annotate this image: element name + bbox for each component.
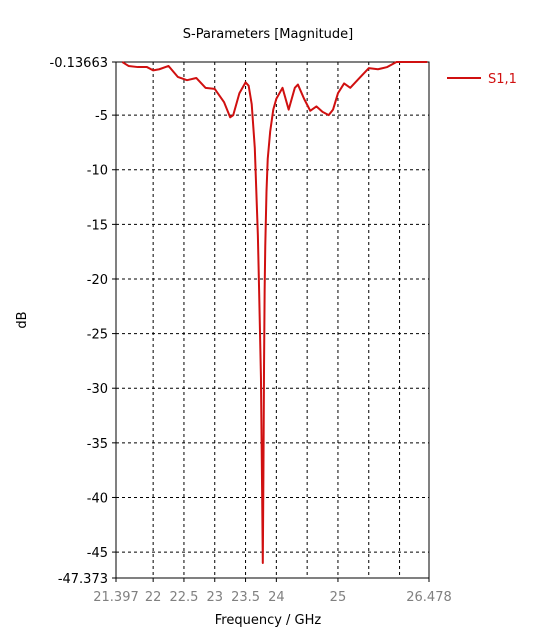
x-tick-label-1: 22 <box>145 590 162 605</box>
legend: S1,1 <box>447 72 517 87</box>
x-tick-label-5: 24 <box>268 590 285 605</box>
y-tick-label-3: -15 <box>87 218 108 233</box>
y-tick-label-8: -40 <box>87 491 108 506</box>
y-tick-label-6: -30 <box>87 382 108 397</box>
y-tick-label-5: -25 <box>87 328 108 343</box>
y-tick-label-7: -35 <box>87 437 108 452</box>
y-tick-label-4: -20 <box>87 273 108 288</box>
legend-label-s11: S1,1 <box>488 72 517 87</box>
x-axis-ticks: 21.397 22 22.5 23 23.5 24 25 26.478 <box>93 578 452 605</box>
x-tick-label-6: 25 <box>330 590 347 605</box>
y-axis-ticks: -0.13663 -5 -10 -15 -20 -25 -30 -35 -40 -45 -47.37… <box>50 56 116 587</box>
y-tick-label-0: -0.13663 <box>50 56 108 71</box>
chart-title: S-Parameters [Magnitude] <box>183 27 354 42</box>
series-s11-line <box>122 62 427 563</box>
y-tick-label-1: -5 <box>95 109 108 124</box>
x-tick-label-2: 22.5 <box>169 590 198 605</box>
y-tick-label-10: -47.373 <box>58 572 108 587</box>
y-axis-label: dB <box>15 311 30 328</box>
x-tick-label-7: 26.478 <box>406 590 452 605</box>
plot-frame <box>116 62 429 578</box>
x-tick-label-3: 23 <box>206 590 223 605</box>
x-tick-label-0: 21.397 <box>93 590 139 605</box>
y-tick-label-9: -45 <box>87 546 108 561</box>
grid-lines <box>116 62 429 578</box>
x-axis-label: Frequency / GHz <box>215 613 322 628</box>
y-tick-label-2: -10 <box>87 164 108 179</box>
x-tick-label-4: 23.5 <box>231 590 260 605</box>
